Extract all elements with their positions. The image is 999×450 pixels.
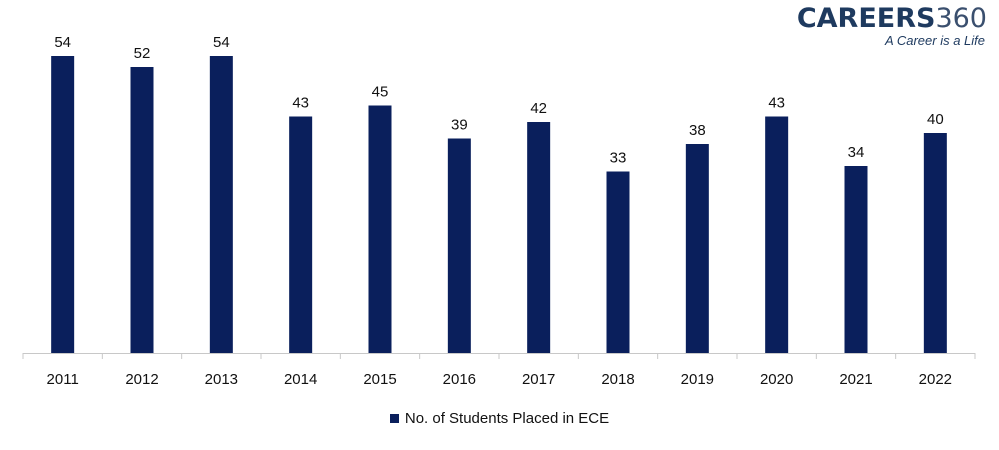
x-tick-label-2013: 2013	[205, 371, 238, 388]
bar-2017	[527, 122, 551, 353]
bars-group	[51, 56, 947, 353]
x-tick-label-2019: 2019	[681, 371, 714, 388]
bar-2012	[130, 67, 154, 353]
x-tick-label-2017: 2017	[522, 371, 555, 388]
bar-2014	[289, 116, 313, 353]
data-label-2014: 43	[292, 95, 309, 112]
data-label-2022: 40	[927, 111, 944, 128]
legend-swatch	[389, 413, 399, 423]
x-tick-label-2018: 2018	[601, 371, 634, 388]
x-tick-label-2011: 2011	[47, 371, 79, 388]
x-tick-label-2012: 2012	[125, 371, 158, 388]
data-label-2015: 45	[372, 84, 389, 101]
data-label-2017: 42	[530, 100, 547, 117]
bar-2016	[447, 138, 471, 353]
x-tick-label-2014: 2014	[284, 371, 317, 388]
legend-label: No. of Students Placed in ECE	[404, 410, 610, 427]
data-label-2011: 54	[54, 34, 71, 51]
bar-2022	[923, 133, 947, 353]
bar-2018	[606, 171, 630, 353]
logo-wordmark: CAREERS360	[797, 4, 987, 34]
data-label-2012: 52	[134, 45, 151, 62]
legend: No. of Students Placed in ECE	[0, 410, 999, 427]
bar-2019	[685, 144, 709, 353]
data-label-2016: 39	[451, 117, 468, 134]
x-axis	[22, 353, 976, 359]
logo-tagline: A Career is a Life	[885, 33, 985, 48]
x-tick-label-2016: 2016	[443, 371, 476, 388]
bar-2021	[844, 166, 868, 353]
x-tick-labels-group: 2011 2012 2013 2014 2015 2016 2017 2018 2019 2020…	[47, 371, 952, 388]
x-tick-label-2022: 2022	[919, 371, 952, 388]
data-label-2018: 33	[610, 150, 627, 167]
data-label-2021: 34	[848, 144, 865, 161]
data-label-2020: 43	[768, 95, 785, 112]
careers360-logo: CAREERS360 A Career is a Life	[797, 4, 987, 49]
x-tick-label-2021: 2021	[839, 371, 872, 388]
bar-2015	[368, 105, 392, 353]
logo-number: 360	[935, 3, 987, 34]
x-tick-label-2020: 2020	[760, 371, 793, 388]
bar-2011	[51, 56, 75, 353]
bar-2013	[209, 56, 233, 353]
logo-brand: CAREERS	[796, 3, 936, 34]
bar-2020	[765, 116, 789, 353]
data-labels-group: 54 52 54 43 45 39 42 33 38 43 34 40	[54, 34, 943, 167]
data-label-2019: 38	[689, 122, 706, 139]
data-label-2013: 54	[213, 34, 230, 51]
x-tick-label-2015: 2015	[363, 371, 396, 388]
